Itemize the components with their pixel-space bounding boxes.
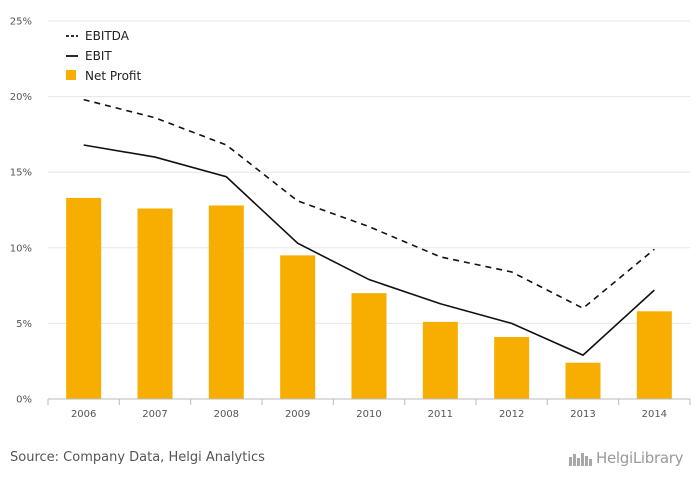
- x-tick-label: 2014: [642, 409, 667, 420]
- net-profit-bar: [66, 197, 102, 399]
- legend-label: EBIT: [85, 49, 112, 63]
- net-profit-bars: [66, 197, 672, 399]
- logo-text: HelgiLibrary: [596, 449, 684, 467]
- x-tick-label: 2009: [285, 409, 310, 420]
- net-profit-bar: [137, 208, 173, 399]
- net-profit-bar: [636, 311, 672, 399]
- x-tick-label: 2010: [356, 409, 381, 420]
- chart: 0% 5% 10% 15% 20% 25% 2006 2007 2008 2009 2010 2011…: [10, 17, 691, 420]
- y-tick-label: 5%: [16, 319, 32, 330]
- legend-item-net-profit: Net Profit: [66, 69, 141, 83]
- legend-swatch: [66, 70, 76, 80]
- line-series: [83, 98, 655, 357]
- x-tick-label: 2008: [214, 409, 239, 420]
- y-tick-label: 20%: [10, 92, 32, 103]
- net-profit-bar: [351, 293, 387, 399]
- net-profit-bar: [422, 321, 458, 399]
- legend-item-ebit: EBIT: [66, 49, 112, 63]
- legend-label: EBITDA: [85, 29, 130, 43]
- source-note: Source: Company Data, Helgi Analytics: [10, 450, 265, 465]
- ebit-line: [83, 144, 655, 357]
- x-tick-label: 2013: [570, 409, 595, 420]
- x-tick-label: 2006: [71, 409, 96, 420]
- y-tick-label: 15%: [10, 168, 32, 179]
- x-tick-label: 2012: [499, 409, 524, 420]
- legend: EBITDA EBIT Net Profit: [66, 29, 141, 83]
- axes: 0% 5% 10% 15% 20% 25% 2006 2007 2008 2009 2010 2011…: [10, 17, 691, 420]
- legend-item-ebitda: EBITDA: [66, 29, 130, 43]
- legend-label: Net Profit: [85, 69, 141, 83]
- net-profit-bar: [208, 205, 244, 399]
- net-profit-bar: [494, 337, 530, 399]
- net-profit-bar: [280, 255, 316, 399]
- x-tick-label: 2011: [428, 409, 453, 420]
- helgi-library-logo[interactable]: HelgiLibrary: [568, 448, 692, 470]
- ebitda-line: [83, 98, 655, 310]
- net-profit-bar: [565, 362, 601, 399]
- x-tick-label: 2007: [142, 409, 167, 420]
- y-tick-label: 25%: [10, 17, 32, 28]
- library-logo-icon: [569, 453, 592, 466]
- y-tick-label: 10%: [10, 243, 32, 254]
- y-tick-label: 0%: [16, 395, 32, 406]
